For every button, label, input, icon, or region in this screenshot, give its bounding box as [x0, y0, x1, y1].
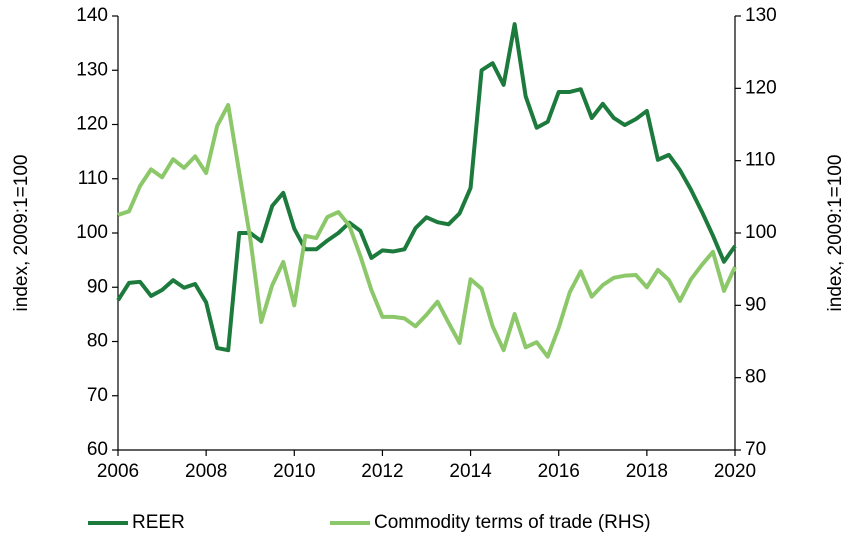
y-tick-label: 140	[76, 5, 108, 26]
x-tick-label: 2018	[626, 461, 668, 482]
y2-axis-title: index, 2009:1=100	[825, 155, 846, 312]
y2-tick-label: 130	[745, 5, 777, 26]
y2-tick-label: 100	[745, 222, 777, 243]
series-line	[117, 102, 737, 359]
series-line	[116, 22, 737, 353]
y-axis-title: index, 2009:1=100	[11, 155, 32, 312]
y-tick-label: 90	[87, 276, 108, 297]
x-tick-label: 2008	[185, 461, 227, 482]
y2-tick-label: 110	[745, 150, 775, 171]
legend-label: Commodity terms of trade (RHS)	[374, 512, 651, 533]
x-tick-label: 2010	[273, 461, 315, 482]
legend-label: REER	[132, 512, 185, 533]
y-tick-label: 100	[76, 222, 108, 243]
y-tick-label: 80	[87, 331, 108, 352]
x-tick-label: 2012	[361, 461, 403, 482]
y2-tick-label: 90	[745, 294, 766, 315]
y-tick-label: 70	[87, 385, 108, 406]
y-tick-label: 130	[76, 59, 108, 80]
y2-tick-label: 80	[745, 367, 766, 388]
y2-tick-label: 70	[745, 439, 766, 460]
y-tick-label: 110	[78, 168, 108, 189]
y2-tick-label: 120	[745, 77, 777, 98]
x-tick-label: 2014	[449, 461, 492, 482]
x-tick-label: 2020	[714, 461, 756, 482]
y-tick-label: 60	[87, 439, 108, 460]
y-tick-label: 120	[76, 114, 108, 135]
x-tick-label: 2006	[97, 461, 139, 482]
x-tick-label: 2016	[538, 461, 580, 482]
